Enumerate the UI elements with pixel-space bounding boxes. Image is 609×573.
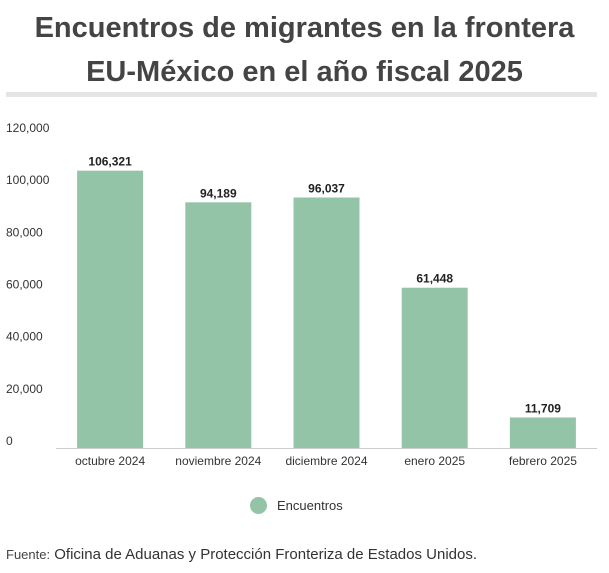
y-tick-label: 80,000 xyxy=(6,225,43,239)
y-tick-label: 120,000 xyxy=(6,121,50,135)
x-tick-label: noviembre 2024 xyxy=(175,454,261,468)
data-label: 11,709 xyxy=(525,401,561,415)
y-tick-label: 100,000 xyxy=(6,173,50,187)
x-tick-label: octubre 2024 xyxy=(75,454,145,468)
chart-title-line2: EU-México en el año fiscal 2025 xyxy=(86,56,523,88)
x-tick-label: enero 2025 xyxy=(404,454,465,468)
bar xyxy=(401,287,468,448)
bar xyxy=(77,170,144,448)
bar xyxy=(293,197,360,448)
data-label: 96,037 xyxy=(308,182,345,196)
chart-title: Encuentros de migrantes en la frontera E… xyxy=(0,6,609,94)
source-text: Oficina de Aduanas y Protección Fronteri… xyxy=(54,546,477,563)
legend-label: Encuentros xyxy=(277,498,343,513)
data-label: 94,189 xyxy=(200,186,237,200)
title-divider xyxy=(6,92,597,97)
x-tick-label: febrero 2025 xyxy=(509,454,577,468)
y-tick-label: 0 xyxy=(6,434,13,448)
data-label: 61,448 xyxy=(416,272,453,286)
chart-title-line1: Encuentros de migrantes en la frontera xyxy=(34,12,575,44)
source-note: Fuente: Oficina de Aduanas y Protección … xyxy=(6,546,477,563)
y-tick-label: 40,000 xyxy=(6,330,43,344)
x-tick-label: diciembre 2024 xyxy=(285,454,367,468)
legend: Encuentros xyxy=(250,497,343,514)
legend-swatch xyxy=(250,497,267,514)
source-label: Fuente: xyxy=(6,547,51,562)
data-label: 106,321 xyxy=(88,155,132,169)
bar xyxy=(185,202,252,448)
y-tick-label: 20,000 xyxy=(6,382,43,396)
bar xyxy=(509,417,576,448)
bar-chart: 0 20,000 40,000 60,000 80,000 100,000 120,000 1… xyxy=(6,121,597,468)
y-tick-label: 60,000 xyxy=(6,278,43,292)
